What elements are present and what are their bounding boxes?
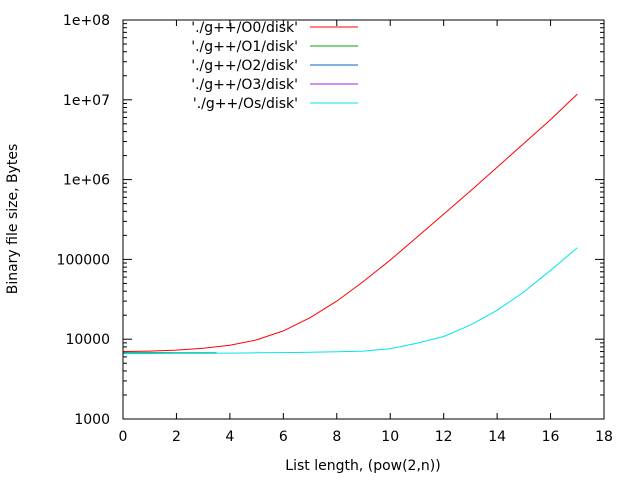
plot-series [122,93,578,355]
x-tick-label: 4 [225,429,234,445]
legend-label: './g++/O2/disk' [191,58,298,74]
series-line-g-os-disk [123,247,578,355]
legend-label: './g++/O0/disk' [191,20,298,36]
y-tick-label: 1e+06 [63,173,110,189]
legend-label: './g++/O3/disk' [191,77,298,93]
x-tick-label: 18 [595,429,613,445]
x-tick-label: 14 [488,429,506,445]
x-axis-label: List length, (pow(2,n)) [285,458,440,474]
x-tick-label: 2 [172,429,181,445]
x-tick-label: 12 [435,429,453,445]
x-axis: 0 2 4 6 8 10 12 14 16 18 [119,20,613,445]
plot-frame [122,19,605,420]
y-axis-label: Binary file size, Bytes [5,144,21,295]
x-tick-label: 8 [332,429,341,445]
x-tick-label: 16 [542,429,560,445]
series-line-g-o0-disk [122,93,578,353]
y-tick-label: 100000 [57,252,110,268]
y-tick-label: 1e+08 [63,13,110,29]
y-tick-label: 10000 [65,332,110,348]
x-tick-label: 6 [279,429,288,445]
x-tick-label: 0 [119,429,128,445]
y-axis: 1000 10000 100000 1e+06 1e+07 1e+08 [57,13,604,428]
y-tick-label: 1e+07 [63,93,110,109]
legend: './g++/O0/disk' './g++/O1/disk' './g++/O2/… [191,20,358,112]
y-tick-label: 1000 [74,412,110,428]
x-tick-label: 10 [381,429,399,445]
legend-label: './g++/O1/disk' [191,39,298,55]
legend-label: './g++/Os/disk' [193,96,298,112]
